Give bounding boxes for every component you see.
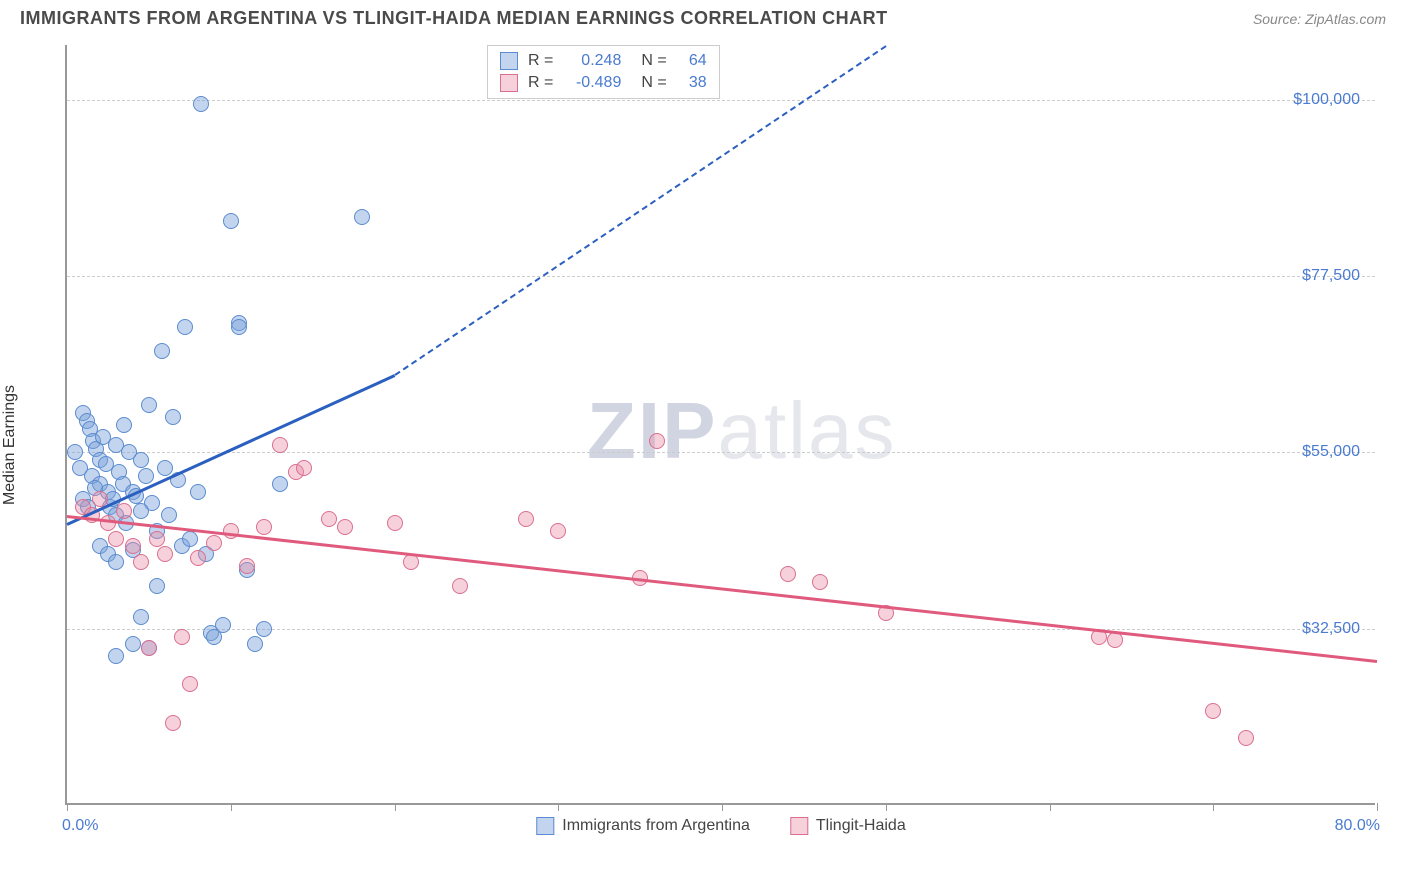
legend-label: Immigrants from Argentina	[562, 817, 750, 835]
x-tick-mark	[558, 803, 559, 811]
stats-n-label: N =	[641, 74, 666, 92]
data-point	[223, 213, 239, 229]
data-point	[165, 715, 181, 731]
data-point	[387, 515, 403, 531]
gridline	[67, 276, 1375, 277]
stats-r-label: R =	[528, 52, 553, 70]
y-tick-label: $55,000	[1302, 443, 1360, 461]
data-point	[256, 621, 272, 637]
legend-bottom: Immigrants from Argentina Tlingit-Haida	[536, 817, 905, 835]
data-point	[272, 437, 288, 453]
trend-line	[67, 515, 1377, 663]
data-point	[182, 531, 198, 547]
x-tick-mark	[886, 803, 887, 811]
data-point	[157, 460, 173, 476]
data-point	[161, 507, 177, 523]
x-tick-mark	[1213, 803, 1214, 811]
data-point	[780, 566, 796, 582]
chart-container: Median Earnings ZIPatlas R =0.248N =64R …	[20, 45, 1386, 845]
data-point	[149, 578, 165, 594]
data-point	[116, 417, 132, 433]
stats-swatch	[500, 74, 518, 92]
legend-item: Tlingit-Haida	[790, 817, 906, 835]
y-axis-label: Median Earnings	[1, 385, 19, 505]
stats-n-value: 38	[677, 74, 707, 92]
stats-r-value: 0.248	[563, 52, 621, 70]
data-point	[154, 343, 170, 359]
watermark: ZIPatlas	[587, 385, 896, 477]
stats-n-label: N =	[641, 52, 666, 70]
chart-source: Source: ZipAtlas.com	[1253, 11, 1386, 27]
data-point	[108, 554, 124, 570]
x-tick-mark	[395, 803, 396, 811]
data-point	[141, 640, 157, 656]
data-point	[190, 484, 206, 500]
data-point	[165, 409, 181, 425]
x-tick-mark	[67, 803, 68, 811]
data-point	[116, 503, 132, 519]
stats-row: R = -0.489 N = 38	[500, 72, 707, 94]
legend-swatch	[790, 817, 808, 835]
data-point	[247, 636, 263, 652]
data-point	[157, 546, 173, 562]
data-point	[231, 319, 247, 335]
data-point	[133, 554, 149, 570]
y-tick-label: $100,000	[1293, 91, 1360, 109]
data-point	[177, 319, 193, 335]
data-point	[354, 209, 370, 225]
data-point	[133, 609, 149, 625]
stats-legend-box: R = 0.248 N = 64 R = -0.489 N = 38	[487, 45, 720, 99]
data-point	[812, 574, 828, 590]
x-tick-mark	[231, 803, 232, 811]
data-point	[141, 397, 157, 413]
data-point	[215, 617, 231, 633]
data-point	[133, 503, 149, 519]
x-tick-mark	[1377, 803, 1378, 811]
data-point	[1205, 703, 1221, 719]
data-point	[67, 444, 83, 460]
plot-area: ZIPatlas R = 0.248 N = 64 R = -0.489 N = 38 $32…	[65, 45, 1375, 805]
data-point	[649, 433, 665, 449]
data-point	[108, 648, 124, 664]
data-point	[182, 676, 198, 692]
y-tick-label: $77,500	[1302, 267, 1360, 285]
data-point	[1107, 632, 1123, 648]
data-point	[108, 531, 124, 547]
data-point	[138, 468, 154, 484]
stats-swatch	[500, 52, 518, 70]
legend-swatch	[536, 817, 554, 835]
data-point	[190, 550, 206, 566]
data-point	[193, 96, 209, 112]
data-point	[125, 636, 141, 652]
gridline	[67, 452, 1375, 453]
data-point	[256, 519, 272, 535]
x-label-max: 80.0%	[1335, 817, 1380, 835]
stats-r-label: R =	[528, 74, 553, 92]
data-point	[296, 460, 312, 476]
data-point	[125, 538, 141, 554]
data-point	[272, 476, 288, 492]
stats-n-value: 64	[677, 52, 707, 70]
x-tick-mark	[722, 803, 723, 811]
data-point	[321, 511, 337, 527]
data-point	[239, 558, 255, 574]
stats-row: R = 0.248 N = 64	[500, 50, 707, 72]
data-point	[206, 535, 222, 551]
data-point	[174, 629, 190, 645]
data-point	[133, 452, 149, 468]
x-label-min: 0.0%	[62, 817, 98, 835]
legend-item: Immigrants from Argentina	[536, 817, 750, 835]
data-point	[518, 511, 534, 527]
data-point	[337, 519, 353, 535]
data-point	[149, 531, 165, 547]
data-point	[550, 523, 566, 539]
legend-label: Tlingit-Haida	[816, 817, 906, 835]
stats-r-value: -0.489	[563, 74, 621, 92]
data-point	[452, 578, 468, 594]
chart-title: IMMIGRANTS FROM ARGENTINA VS TLINGIT-HAI…	[20, 8, 888, 29]
x-tick-mark	[1050, 803, 1051, 811]
gridline	[67, 100, 1375, 101]
data-point	[1238, 730, 1254, 746]
y-tick-label: $32,500	[1302, 620, 1360, 638]
